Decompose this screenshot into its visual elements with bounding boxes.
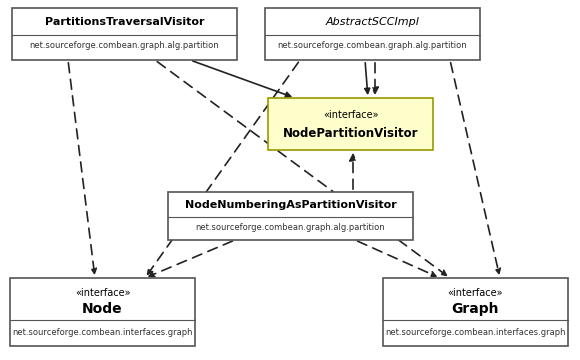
Bar — [265, 8, 480, 60]
Text: net.sourceforge.combean.graph.alg.partition: net.sourceforge.combean.graph.alg.partit… — [30, 41, 219, 50]
Text: net.sourceforge.combean.interfaces.graph: net.sourceforge.combean.interfaces.graph — [385, 328, 566, 337]
Text: Node: Node — [82, 302, 123, 316]
Bar — [168, 192, 413, 240]
Bar — [10, 278, 195, 346]
Text: PartitionsTraversalVisitor: PartitionsTraversalVisitor — [45, 17, 204, 27]
Text: «interface»: «interface» — [448, 288, 503, 298]
Text: net.sourceforge.combean.graph.alg.partition: net.sourceforge.combean.graph.alg.partit… — [195, 222, 385, 231]
Text: NodePartitionVisitor: NodePartitionVisitor — [283, 127, 418, 140]
Text: Graph: Graph — [452, 302, 499, 316]
Text: NodeNumberingAsPartitionVisitor: NodeNumberingAsPartitionVisitor — [184, 200, 396, 210]
Text: «interface»: «interface» — [322, 110, 378, 120]
Text: «interface»: «interface» — [75, 288, 130, 298]
Bar — [12, 8, 237, 60]
Bar — [268, 98, 433, 150]
Text: net.sourceforge.combean.interfaces.graph: net.sourceforge.combean.interfaces.graph — [12, 328, 193, 337]
Text: net.sourceforge.combean.graph.alg.partition: net.sourceforge.combean.graph.alg.partit… — [278, 41, 467, 50]
Text: AbstractSCCImpl: AbstractSCCImpl — [325, 17, 419, 27]
Bar — [383, 278, 568, 346]
